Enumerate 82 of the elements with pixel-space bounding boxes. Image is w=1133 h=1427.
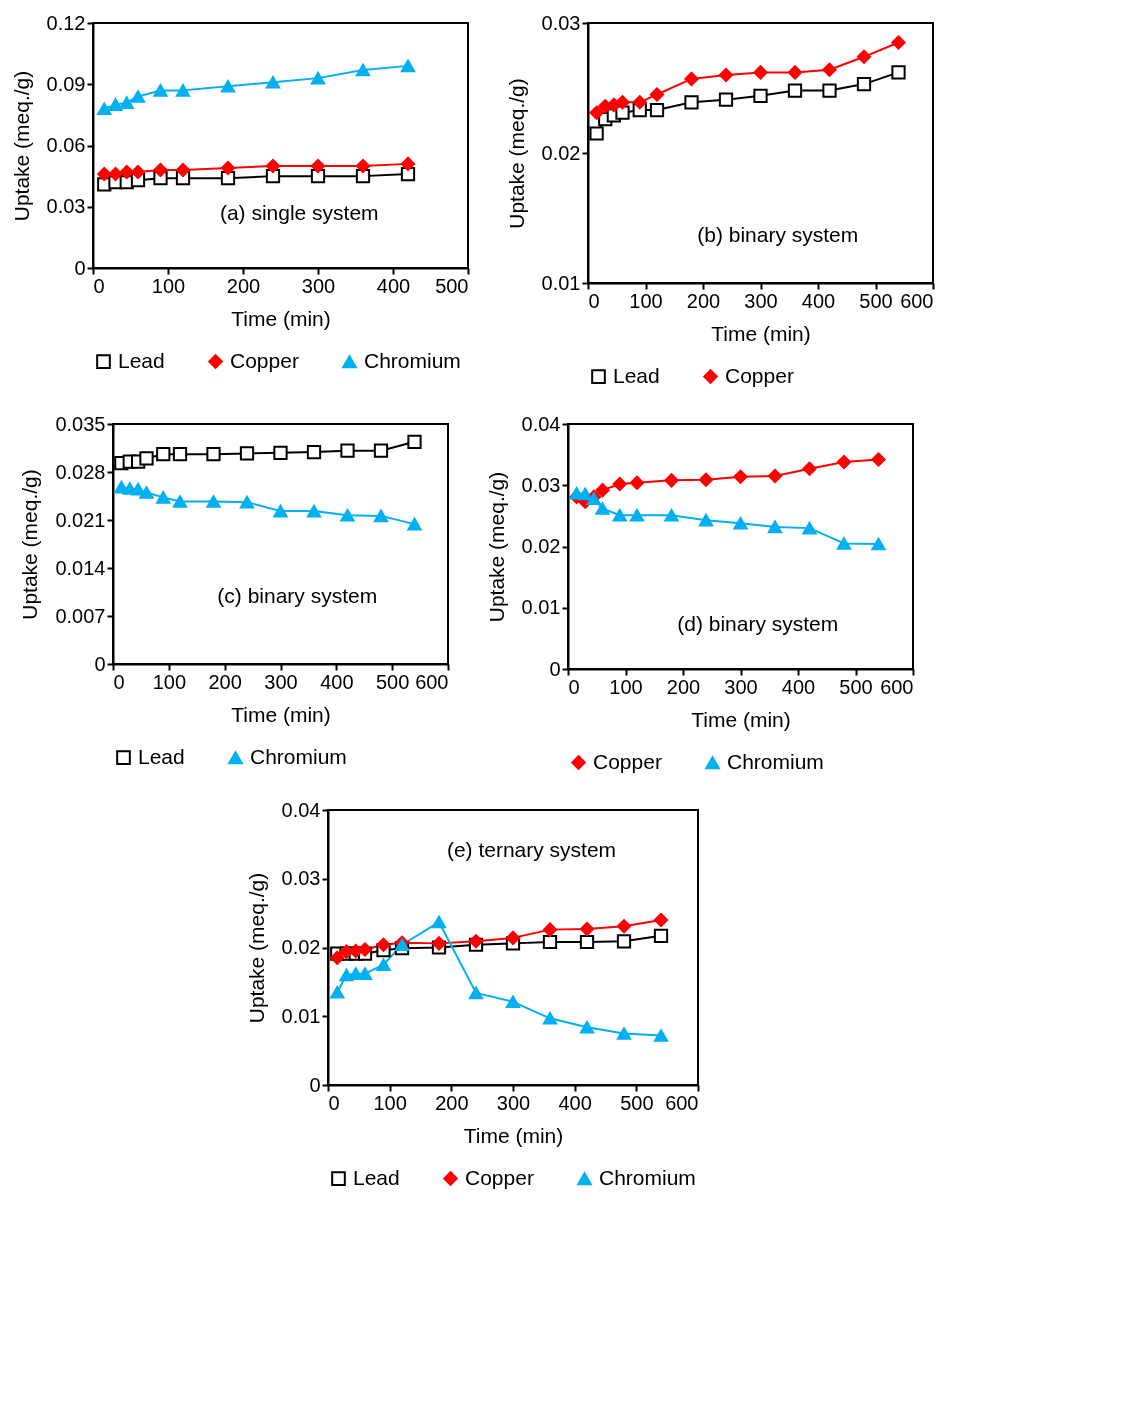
legend-label: Copper — [230, 348, 299, 372]
annotation: (a) single system — [219, 201, 379, 225]
x-axis-title: Time (min) — [463, 1123, 564, 1147]
y-tick-label: 0.09 — [46, 72, 86, 95]
x-tick-label: 500 — [375, 670, 410, 693]
y-axis-title: Uptake (meq./g) — [18, 469, 42, 620]
x-tick-label: 500 — [620, 1091, 654, 1114]
x-tick-label: 200 — [686, 289, 721, 312]
y-tick-label: 0.03 — [46, 195, 86, 218]
y-tick-label: 0.02 — [281, 936, 321, 958]
x-tick-label: 300 — [301, 274, 336, 297]
x-tick-label: 400 — [320, 670, 354, 693]
x-tick-label: 400 — [376, 274, 411, 297]
x-tick-label: 300 — [724, 675, 758, 698]
y-tick-label: 0 — [309, 1073, 321, 1096]
y-tick-label: 0.04 — [281, 798, 321, 821]
y-tick-label: 0 — [74, 256, 86, 279]
annotation: (b) binary system — [697, 223, 859, 247]
y-tick-label: 0.035 — [55, 412, 106, 435]
legend-label: Chromium — [599, 1165, 696, 1189]
y-tick-label: 0.02 — [541, 141, 581, 164]
x-tick-label: 500 — [839, 675, 873, 698]
x-axis-title: Time (min) — [231, 306, 331, 330]
annotation: (e) ternary system — [446, 838, 617, 862]
x-tick-label: 600 — [880, 675, 914, 698]
y-tick-label: 0.03 — [541, 11, 581, 34]
y-tick-label: 0.028 — [55, 460, 106, 483]
x-tick-label: 200 — [226, 274, 261, 297]
x-tick-label: 400 — [801, 289, 836, 312]
x-tick-label: 200 — [435, 1091, 469, 1114]
annotation: (d) binary system — [677, 611, 839, 635]
y-axis-title: Uptake (meq./g) — [9, 70, 33, 222]
y-axis-title: Uptake (meq./g) — [244, 872, 268, 1024]
legend-label: Chromium — [364, 348, 461, 372]
x-tick-label: 300 — [264, 670, 298, 693]
x-tick-label: 100 — [373, 1091, 407, 1114]
annotation: (c) binary system — [217, 583, 378, 607]
legend-label: Chromium — [250, 744, 347, 768]
x-axis-title: Time (min) — [231, 702, 331, 726]
y-tick-label: 0.04 — [521, 412, 561, 435]
y-tick-label: 0.021 — [55, 508, 106, 531]
y-axis-title: Uptake (meq./g) — [504, 78, 528, 229]
x-tick-label: 100 — [609, 675, 643, 698]
legend-label: Copper — [465, 1165, 534, 1189]
y-tick-label: 0.06 — [46, 134, 86, 156]
legend-label: Lead — [118, 348, 165, 372]
x-tick-label: 0 — [328, 1091, 340, 1114]
y-tick-label: 0.01 — [521, 596, 561, 619]
x-tick-label: 600 — [415, 670, 449, 693]
legend-label: Chromium — [727, 749, 824, 773]
x-tick-label: 500 — [435, 274, 469, 297]
legend-label: Lead — [138, 744, 185, 768]
x-tick-label: 600 — [665, 1091, 699, 1114]
y-tick-label: 0 — [94, 652, 106, 675]
legend-label: Copper — [725, 363, 794, 387]
x-tick-label: 200 — [666, 675, 701, 698]
y-axis-title: Uptake (meq./g) — [484, 471, 508, 623]
x-tick-label: 300 — [744, 289, 778, 312]
x-axis-title: Time (min) — [711, 321, 811, 345]
x-tick-label: 400 — [558, 1091, 592, 1114]
x-tick-label: 0 — [113, 670, 125, 693]
x-tick-label: 200 — [208, 670, 242, 693]
y-tick-label: 0.014 — [55, 556, 106, 579]
x-tick-label: 100 — [151, 274, 186, 297]
x-tick-label: 400 — [781, 675, 816, 698]
x-tick-label: 600 — [900, 289, 934, 312]
legend-label: Lead — [353, 1165, 400, 1189]
x-tick-label: 0 — [588, 289, 600, 312]
x-tick-label: 100 — [152, 670, 187, 693]
legend-label: Lead — [613, 363, 660, 387]
y-tick-label: 0.02 — [521, 535, 561, 557]
x-axis-title: Time (min) — [691, 707, 791, 731]
y-tick-label: 0.01 — [281, 1004, 321, 1027]
y-tick-label: 0.03 — [521, 473, 561, 496]
legend-label: Copper — [593, 749, 662, 773]
x-tick-label: 300 — [496, 1091, 531, 1114]
y-tick-label: 0.007 — [55, 604, 106, 627]
x-tick-label: 500 — [859, 289, 893, 312]
y-tick-label: 0.03 — [281, 867, 321, 890]
x-tick-label: 100 — [629, 289, 663, 312]
y-tick-label: 0.12 — [46, 11, 86, 34]
y-tick-label: 0.01 — [541, 271, 581, 294]
